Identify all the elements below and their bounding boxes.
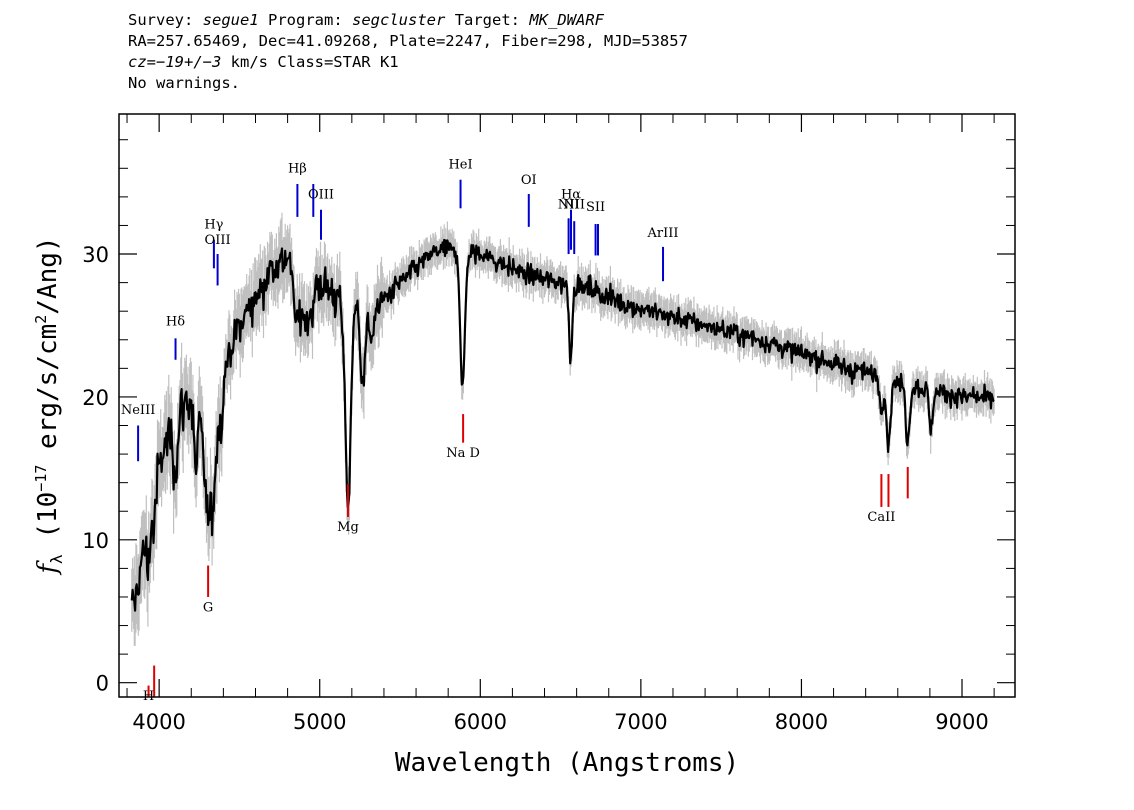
- target-key: Target:: [454, 11, 521, 29]
- emission-line-label: Hα: [561, 187, 581, 202]
- y-axis-subscript: λ: [47, 554, 66, 564]
- header-line-coordinates: RA=257.65469, Dec=41.09268, Plate=2247, …: [128, 32, 688, 50]
- emission-line-label: OI: [521, 173, 537, 188]
- y-axis-main: (10: [33, 492, 63, 555]
- survey-key: Survey:: [128, 11, 194, 29]
- y-tick-label: 30: [82, 243, 109, 267]
- redshift-value: cz=−19+/−3: [128, 53, 222, 71]
- x-tick-label: 4000: [132, 710, 185, 734]
- emission-line-label: HeI: [448, 157, 472, 172]
- program-value: segcluster: [352, 11, 446, 29]
- spectrum-header: Survey: segue1 Program: segcluster Targe…: [128, 10, 688, 94]
- emission-line-label: Hδ: [166, 314, 185, 329]
- header-line-survey: Survey: segue1 Program: segcluster Targe…: [128, 10, 688, 31]
- y-axis-units-end: /Ang): [33, 236, 63, 314]
- emission-line-label: Hγ: [204, 217, 223, 232]
- x-tick-label: 6000: [454, 710, 507, 734]
- y-tick-label: 0: [96, 672, 109, 696]
- x-tick-label: 5000: [293, 710, 346, 734]
- redshift-units-class: km/s Class=STAR K1: [221, 53, 399, 71]
- flux-spectrum-line: [130, 238, 995, 612]
- x-axis-title: Wavelength (Angstroms): [395, 748, 739, 778]
- emission-line-label: SII: [586, 200, 605, 215]
- absorption-line-label: CaII: [867, 510, 895, 525]
- emission-line-label: ArIII: [647, 226, 679, 241]
- plot-frame: [118, 113, 1016, 698]
- absorption-line-label: Mg: [337, 520, 359, 535]
- axis-ticks: 4000 5000 6000 7000 8000 9000 0 10 20 30: [82, 114, 1015, 734]
- y-tick-label: 20: [82, 386, 109, 410]
- x-tick-label: 9000: [935, 710, 988, 734]
- absorption-line-label: G: [203, 600, 213, 615]
- header-line-warnings: No warnings.: [128, 74, 240, 92]
- x-tick-label: 7000: [614, 710, 667, 734]
- survey-value: segue1: [202, 11, 259, 29]
- flux-layer: [130, 238, 995, 612]
- absorption-line-label: Na D: [446, 446, 480, 461]
- emission-line-label: OIII: [205, 233, 231, 248]
- y-axis-exponent-2: 2: [32, 315, 50, 324]
- emission-line-label: NII: [563, 197, 585, 212]
- target-value: MK_DWARF: [529, 11, 605, 29]
- header-line-redshift: cz=−19+/−3 km/s Class=STAR K1: [128, 52, 688, 73]
- emission-line-label: Hβ: [288, 162, 307, 177]
- y-axis-exponent: −17: [32, 465, 50, 492]
- y-tick-label: 10: [82, 529, 109, 553]
- x-tick-label: 8000: [775, 710, 828, 734]
- y-axis-title: fλ (10−17 erg/s/cm2/Ang): [32, 236, 66, 575]
- emission-line-label: NeIII: [121, 403, 155, 418]
- program-key: Program:: [268, 11, 343, 29]
- emission-line-label: NII: [558, 197, 580, 212]
- y-axis-units: erg/s/cm: [33, 324, 63, 465]
- emission-line-label: OIII: [308, 187, 334, 202]
